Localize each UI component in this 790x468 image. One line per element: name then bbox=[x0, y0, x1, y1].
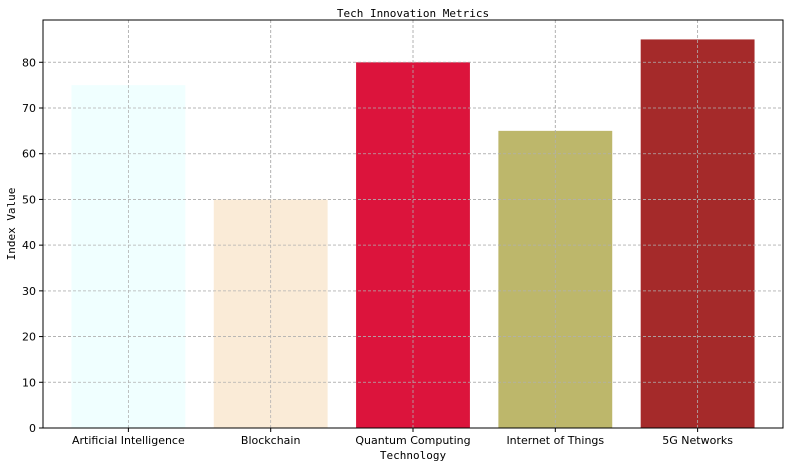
bar bbox=[640, 39, 755, 429]
chart-title: Tech Innovation Metrics bbox=[337, 7, 489, 20]
x-tick-label: Artificial Intelligence bbox=[72, 434, 185, 447]
y-axis-label: Index Value bbox=[5, 188, 18, 261]
x-axis-label: Technology bbox=[380, 449, 447, 462]
x-tick-label: Quantum Computing bbox=[355, 434, 470, 447]
y-axis-ticks: 0 10 20 30 40 50 60 70 80 bbox=[22, 56, 43, 435]
bar bbox=[213, 199, 328, 428]
grid-overlay bbox=[43, 20, 783, 429]
x-axis-ticks: Artificial Intelligence Blockchain Quantum… bbox=[72, 428, 733, 447]
x-tick-label: 5G Networks bbox=[662, 434, 733, 447]
y-tick-label: 40 bbox=[22, 239, 36, 252]
y-tick-label: 20 bbox=[22, 331, 36, 344]
y-tick-label: 60 bbox=[22, 148, 36, 161]
x-tick-label: Blockchain bbox=[241, 434, 301, 447]
y-tick-label: 50 bbox=[22, 193, 36, 206]
y-tick-label: 80 bbox=[22, 56, 36, 69]
y-tick-label: 0 bbox=[29, 422, 36, 435]
y-tick-label: 30 bbox=[22, 285, 36, 298]
y-tick-label: 70 bbox=[22, 102, 36, 115]
y-tick-label: 10 bbox=[22, 376, 36, 389]
x-tick-label: Internet of Things bbox=[506, 434, 604, 447]
